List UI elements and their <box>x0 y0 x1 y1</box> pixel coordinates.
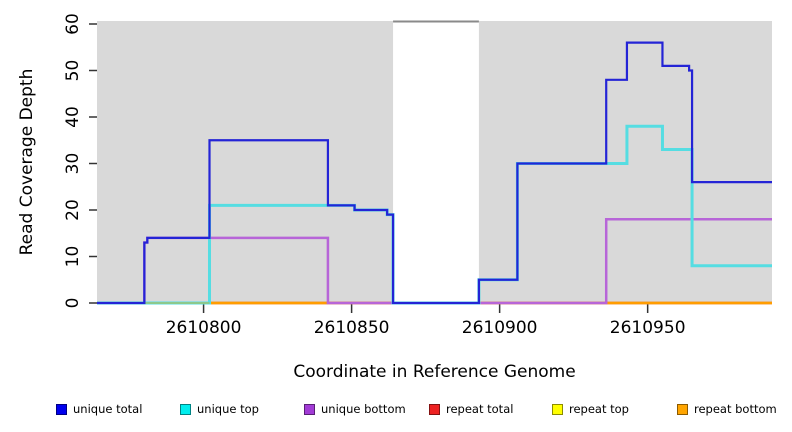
x-axis-title: Coordinate in Reference Genome <box>293 362 576 382</box>
y-tick-label: 10 <box>63 246 83 268</box>
x-tick-label: 2610850 <box>314 318 390 338</box>
y-tick-label: 30 <box>63 153 83 175</box>
y-tick-label: 0 <box>63 298 83 309</box>
y-tick-label: 20 <box>63 199 83 221</box>
x-tick-label: 2610900 <box>462 318 538 338</box>
y-tick-label: 50 <box>63 60 83 82</box>
covered-region <box>97 21 394 303</box>
x-tick-label: 2610800 <box>166 318 242 338</box>
series-unique-total <box>97 41 772 305</box>
y-tick-label: 40 <box>63 106 83 128</box>
y-axis-title: Read Coverage Depth <box>17 68 37 256</box>
x-tick-label: 2610950 <box>610 318 686 338</box>
y-tick-label: 60 <box>63 13 83 35</box>
